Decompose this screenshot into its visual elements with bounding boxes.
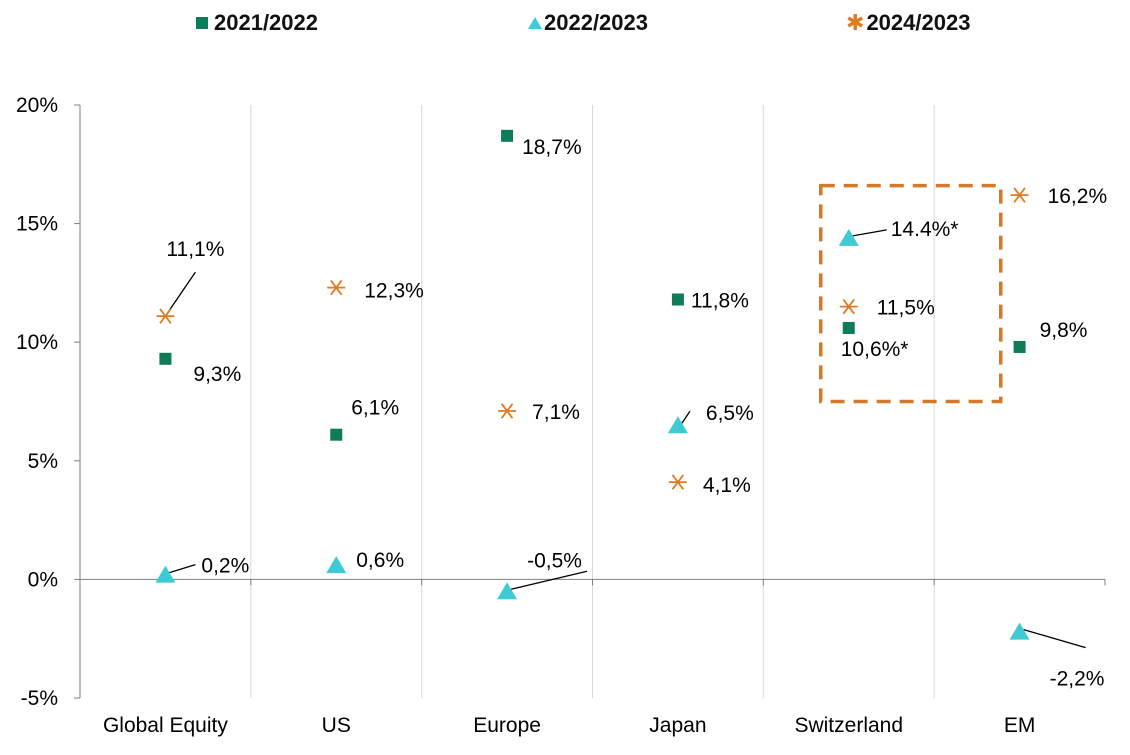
highlight-box — [819, 183, 1003, 404]
data-point-triangle — [155, 565, 176, 583]
label-leader-line — [852, 229, 887, 237]
legend-label: 2022/2023 — [544, 10, 648, 35]
data-label: 16,2% — [1048, 185, 1108, 208]
data-label: 11,8% — [691, 290, 749, 313]
label-leader-line — [681, 410, 691, 424]
x-category-label: EM — [1004, 714, 1036, 737]
data-point-asterisk — [156, 308, 175, 324]
y-tick-label: -5% — [21, 687, 58, 710]
data-label: 12,3% — [364, 280, 424, 303]
data-point-square — [501, 129, 514, 142]
x-category-label: Switzerland — [794, 714, 903, 737]
x-category-label: US — [322, 714, 351, 737]
x-category-label: Japan — [649, 714, 706, 737]
data-point-triangle — [326, 556, 347, 574]
data-point-square — [1013, 340, 1026, 353]
data-point-square — [159, 352, 172, 365]
data-point-asterisk — [498, 403, 517, 419]
legend-item-2022-2023: 2022/2023 — [528, 10, 648, 36]
y-tick-label: 0% — [28, 568, 58, 591]
square-marker-icon — [196, 17, 208, 29]
data-label: 9,8% — [1040, 319, 1088, 342]
y-tick-label: 20% — [16, 94, 58, 117]
y-tick-label: 5% — [28, 450, 58, 473]
chart-legend: 2021/2022 2022/2023 ✱ 2024/2023 — [0, 10, 1130, 42]
data-point-triangle — [1009, 622, 1030, 640]
y-tick-label: 15% — [16, 213, 58, 236]
x-category-label: Global Equity — [103, 714, 228, 737]
y-tick-label: 10% — [16, 331, 58, 354]
data-point-triangle — [667, 416, 688, 434]
data-point-square — [330, 428, 343, 441]
data-point-asterisk — [327, 279, 346, 296]
data-point-square — [671, 293, 684, 306]
data-label: 9,3% — [193, 363, 241, 386]
legend-item-2021-2022: 2021/2022 — [196, 10, 318, 36]
data-label: 7,1% — [532, 401, 580, 424]
label-leader-line — [169, 564, 196, 574]
data-point-asterisk — [839, 298, 858, 315]
data-point-asterisk — [668, 474, 687, 490]
data-label: 4,1% — [703, 474, 751, 497]
asterisk-marker-icon: ✱ — [846, 10, 865, 35]
data-label: 0,6% — [356, 549, 404, 572]
label-leader-line — [510, 570, 588, 590]
data-label: 11,5% — [877, 297, 935, 320]
data-point-triangle — [497, 582, 518, 600]
triangle-marker-icon — [528, 17, 542, 29]
legend-label: 2021/2022 — [214, 10, 318, 35]
data-label: 11,1% — [166, 238, 224, 261]
data-label: 6,1% — [351, 397, 399, 420]
legend-label: 2024/2023 — [866, 10, 971, 35]
label-leader-line — [1023, 628, 1086, 649]
data-label: 10,6%* — [841, 338, 909, 361]
data-label: 14.4%* — [891, 218, 959, 241]
data-label: -0,5% — [527, 549, 582, 572]
legend-item-2024-2023: ✱ 2024/2023 — [846, 10, 970, 36]
data-label: 6,5% — [706, 402, 754, 425]
data-point-asterisk — [1010, 187, 1029, 203]
x-category-label: Europe — [473, 714, 541, 737]
data-label: 0,2% — [201, 555, 249, 578]
data-label: 18,7% — [522, 136, 582, 159]
data-point-square — [842, 321, 855, 334]
data-point-triangle — [838, 228, 859, 246]
data-label: -2,2% — [1050, 668, 1105, 691]
